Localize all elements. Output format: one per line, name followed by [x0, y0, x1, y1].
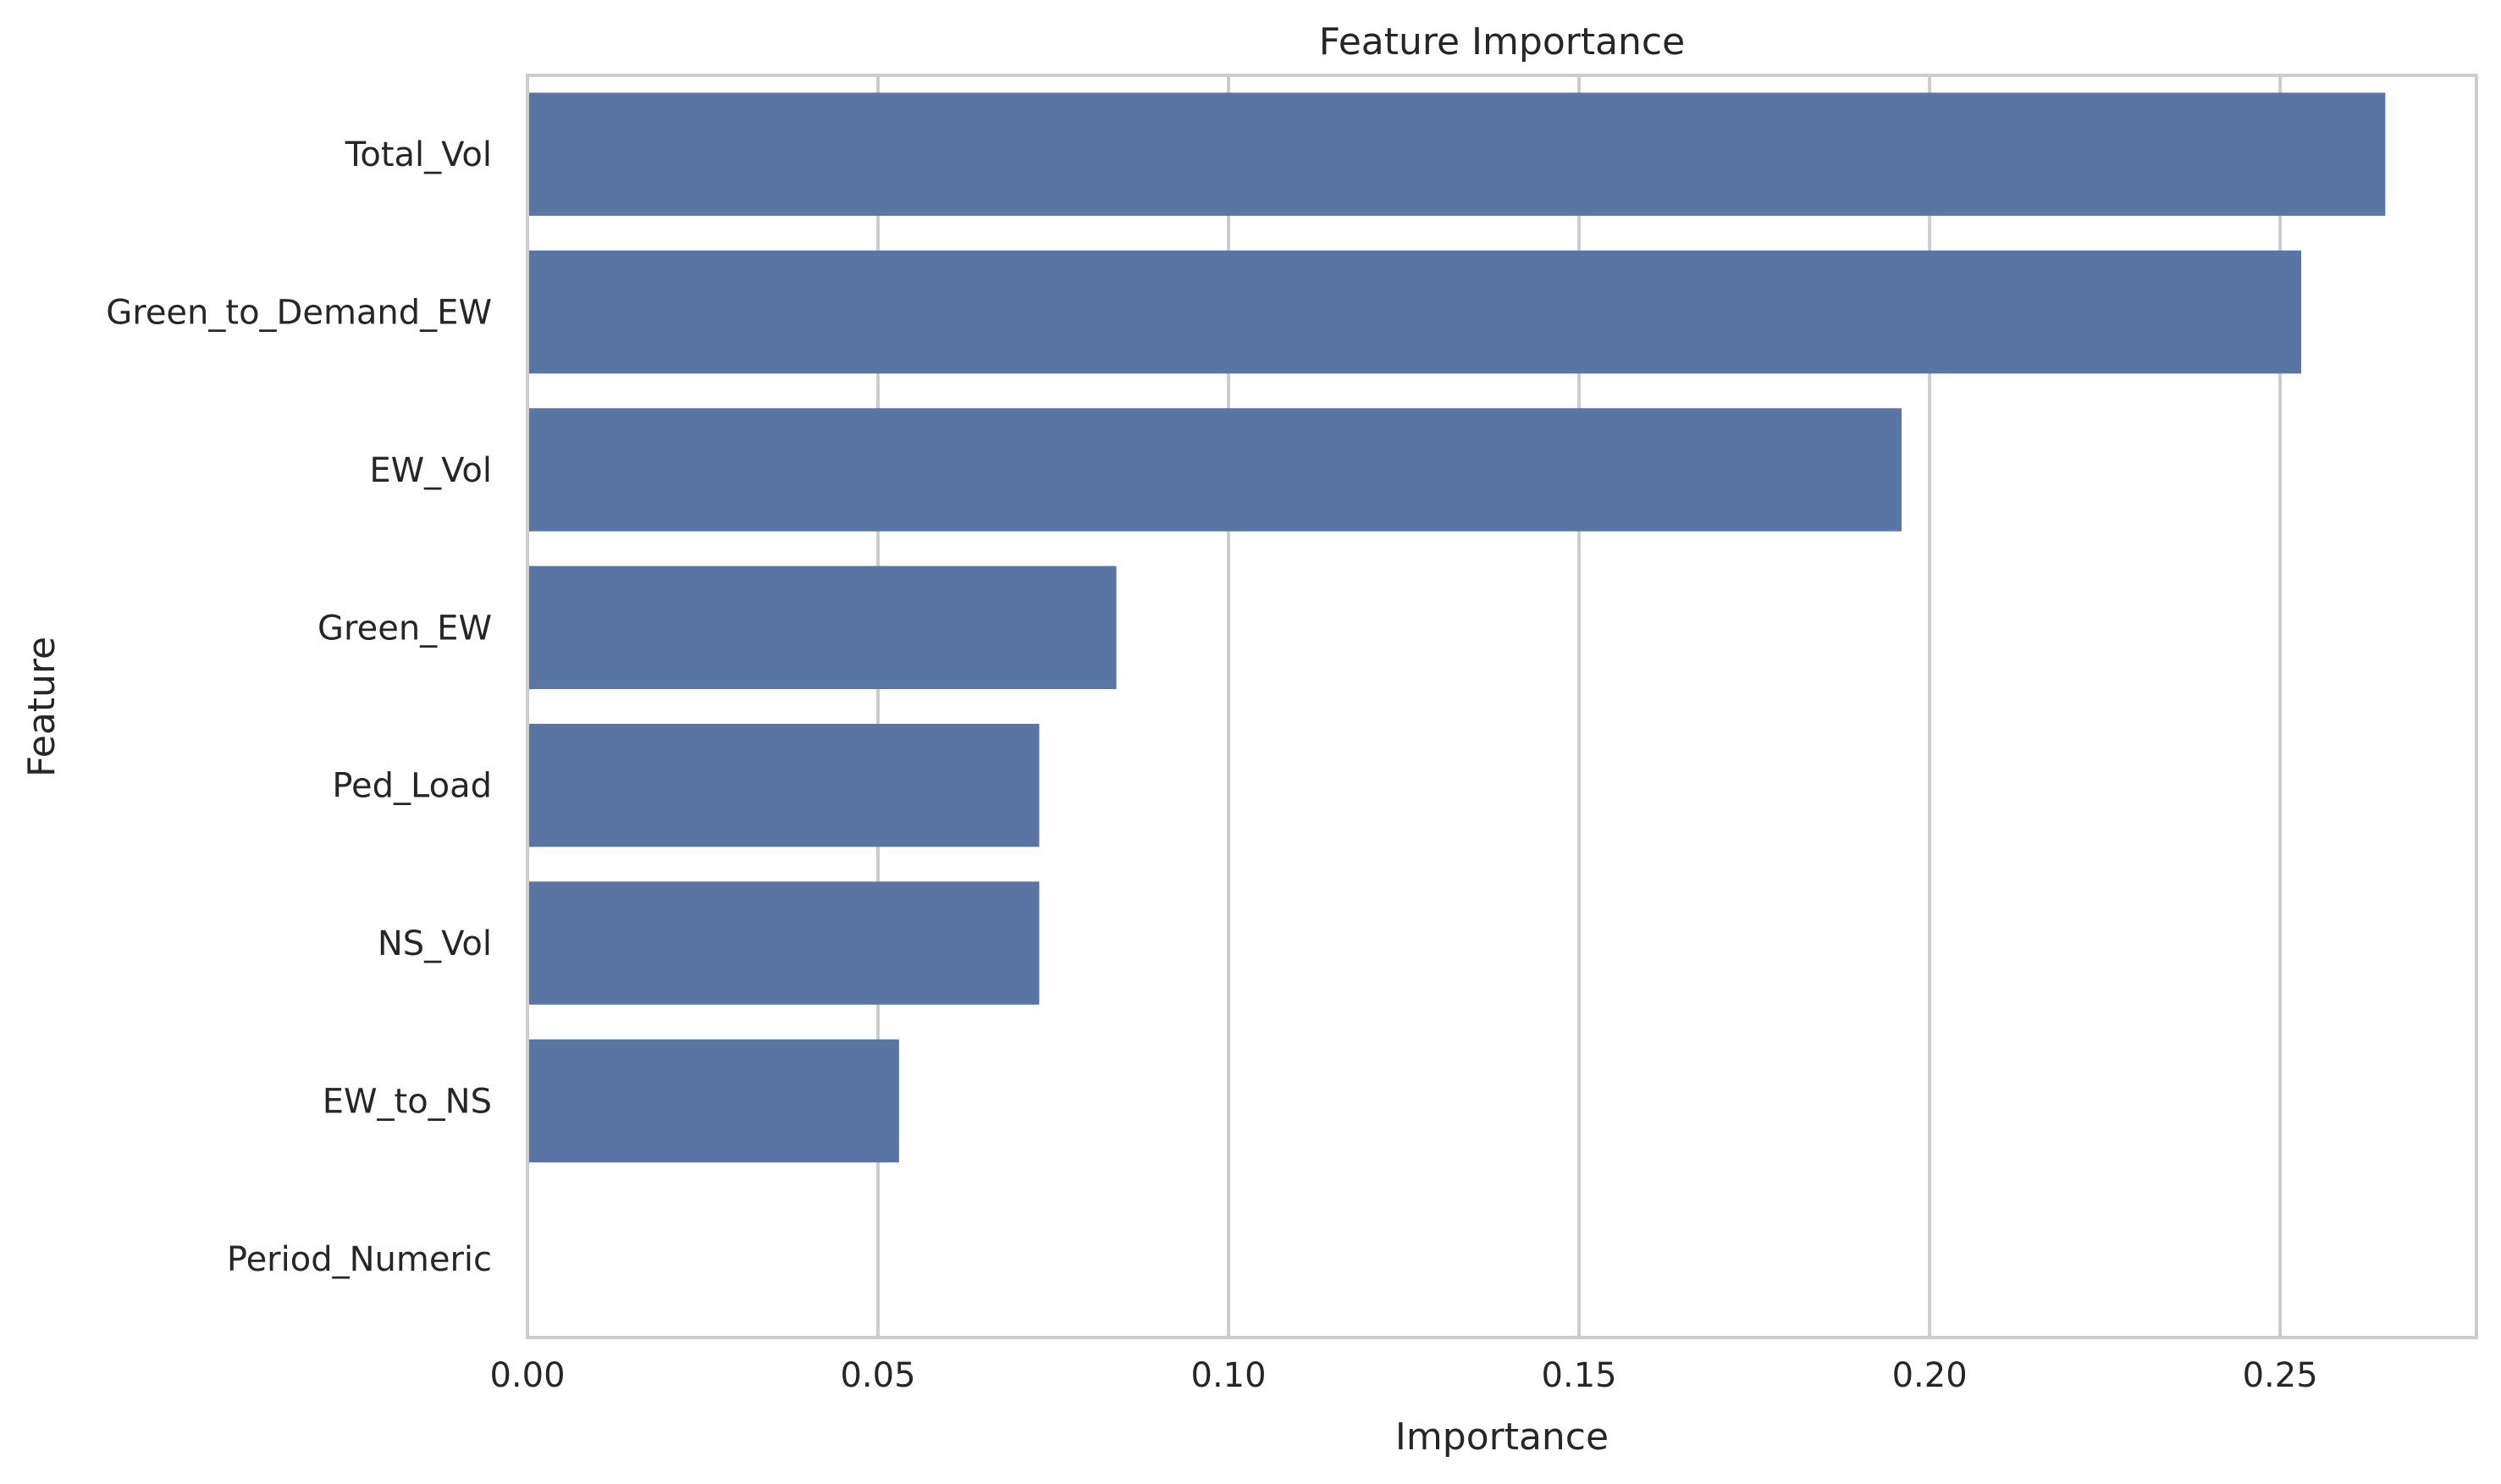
bar	[527, 92, 2386, 216]
y-tick-label: Green_EW	[317, 609, 492, 648]
y-tick-label: EW_to_NS	[323, 1082, 492, 1121]
x-tick-label: 0.25	[2243, 1356, 2318, 1395]
y-tick-labels: Total_Vol Green_to_Demand_EW EW_Vol Green_E…	[106, 135, 492, 1279]
y-tick-label: Green_to_Demand_EW	[106, 294, 492, 333]
y-tick-label: Period_Numeric	[227, 1240, 492, 1279]
x-tick-label: 0.00	[489, 1356, 565, 1395]
bar	[527, 250, 2301, 374]
bar	[527, 724, 1040, 847]
plot-frame	[526, 74, 2478, 1339]
x-tick-label: 0.05	[840, 1356, 915, 1395]
x-axis-label: Importance	[1395, 1415, 1609, 1459]
bar	[527, 881, 1040, 1005]
x-tick-labels: 0.00 0.05 0.10 0.15 0.20 0.25	[489, 1356, 2317, 1395]
x-tick-label: 0.15	[1542, 1356, 1617, 1395]
bar	[527, 1039, 899, 1163]
y-tick-label: EW_Vol	[369, 451, 492, 490]
y-tick-label: Ped_Load	[332, 767, 492, 806]
chart-title: Feature Importance	[1319, 20, 1685, 63]
y-tick-label: NS_Vol	[378, 924, 492, 963]
x-tick-label: 0.20	[1892, 1356, 1968, 1395]
bars	[527, 92, 2386, 1163]
y-axis-label: Feature	[20, 637, 63, 777]
bar	[527, 565, 1117, 689]
bar	[527, 408, 1902, 532]
x-tick-label: 0.10	[1191, 1356, 1267, 1395]
y-tick-label: Total_Vol	[345, 135, 492, 174]
